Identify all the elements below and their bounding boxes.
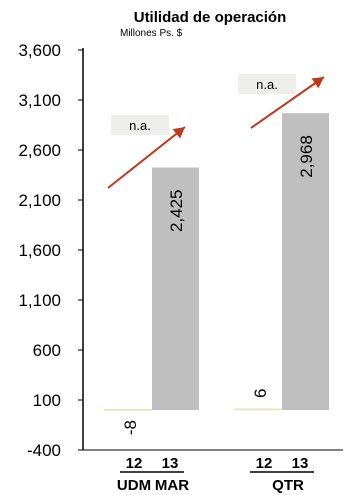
bars <box>104 113 329 411</box>
change-arrow <box>250 76 325 129</box>
change-arrowhead <box>172 127 185 139</box>
y-tick-label: 3,100 <box>18 91 61 110</box>
y-tick-label: 3,600 <box>18 41 61 60</box>
y-tick-label: 1,100 <box>18 291 61 310</box>
x-period-label: MAR <box>155 477 189 494</box>
y-tick-label: 600 <box>33 341 61 360</box>
bar-value-label: 2,968 <box>297 135 316 178</box>
change-label: n.a. <box>256 77 278 92</box>
x-year-label: 12 <box>126 455 143 472</box>
change-box <box>238 74 296 94</box>
bar-value-label: -8 <box>121 420 140 435</box>
y-tick-label: -400 <box>27 441 61 460</box>
x-axis-labels: 12 13 UDM MAR 12 13 QTR <box>117 455 314 494</box>
bar-value-label: 6 <box>251 389 270 398</box>
x-group-label: QTR <box>272 477 304 494</box>
x-year-label: 13 <box>162 455 179 472</box>
chart-title: Utilidad de operación <box>134 9 287 26</box>
change-arrows: n.a. n.a. <box>107 74 325 189</box>
change-label: n.a. <box>129 118 151 133</box>
y-tick-label: 1,600 <box>18 241 61 260</box>
y-tick-label: 2,600 <box>18 141 61 160</box>
y-tick-label: 100 <box>33 391 61 410</box>
x-year-label: 12 <box>256 455 273 472</box>
bar-0-0 <box>104 409 152 411</box>
bar-labels: 2,425 -8 2,968 6 <box>121 135 316 435</box>
bar-1-1 <box>282 113 329 410</box>
change-arrowhead <box>311 77 324 89</box>
x-group-label: UDM <box>117 477 151 494</box>
bar-0-1 <box>152 167 199 410</box>
bar-value-label: 2,425 <box>167 190 186 233</box>
y-axis-ticks: 3,600 3,100 2,600 2,100 1,600 1,100 600 100 -400 <box>18 41 83 460</box>
x-year-label: 13 <box>292 455 309 472</box>
chart-subtitle: Millones Ps. $ <box>120 28 183 39</box>
change-box <box>111 115 169 135</box>
bar-1-0 <box>234 408 282 411</box>
change-arrow <box>107 126 186 189</box>
y-tick-label: 2,100 <box>18 191 61 210</box>
